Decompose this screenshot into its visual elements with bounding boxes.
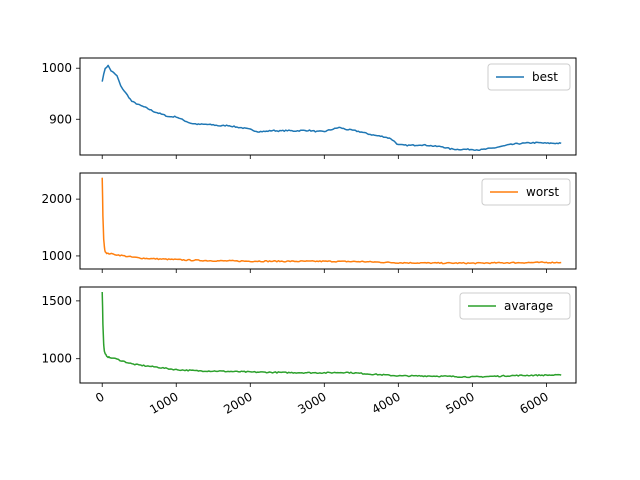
best-series-line — [101, 64, 562, 152]
x-tick-label: 6000 — [517, 389, 550, 416]
x-tick-label: 1000 — [147, 389, 180, 416]
y-tick-label: 1000 — [41, 352, 72, 366]
x-tick-label: 4000 — [369, 389, 402, 416]
y-tick-label: 1000 — [41, 61, 72, 75]
legend: best — [487, 63, 571, 91]
legend: worst — [481, 178, 571, 206]
axes-frame — [79, 57, 577, 156]
legend-label: best — [532, 70, 558, 84]
y-tick-label: 2000 — [41, 192, 72, 206]
legend-label: worst — [526, 185, 559, 199]
x-tick-label: 2000 — [221, 389, 254, 416]
x-tick-label: 3000 — [295, 389, 328, 416]
y-tick-label: 1000 — [41, 249, 72, 263]
worst-series-line — [101, 177, 562, 265]
x-tick-label: 0 — [93, 389, 107, 405]
worst-panel: 1000 2000 worst — [41, 172, 577, 273]
avarage-panel: 1000 1500 0 1000 2000 3000 4000 5000 6000 avarage — [41, 286, 577, 417]
y-tick-label: 900 — [49, 112, 72, 126]
x-tick-label: 5000 — [443, 389, 476, 416]
legend: avarage — [459, 292, 571, 320]
best-panel: 900 1000 best — [41, 57, 577, 159]
y-tick-label: 1500 — [41, 294, 72, 308]
avarage-series-line — [101, 291, 562, 379]
legend-label: avarage — [504, 299, 553, 313]
axes-frame — [79, 286, 577, 384]
axes-frame — [79, 172, 577, 270]
